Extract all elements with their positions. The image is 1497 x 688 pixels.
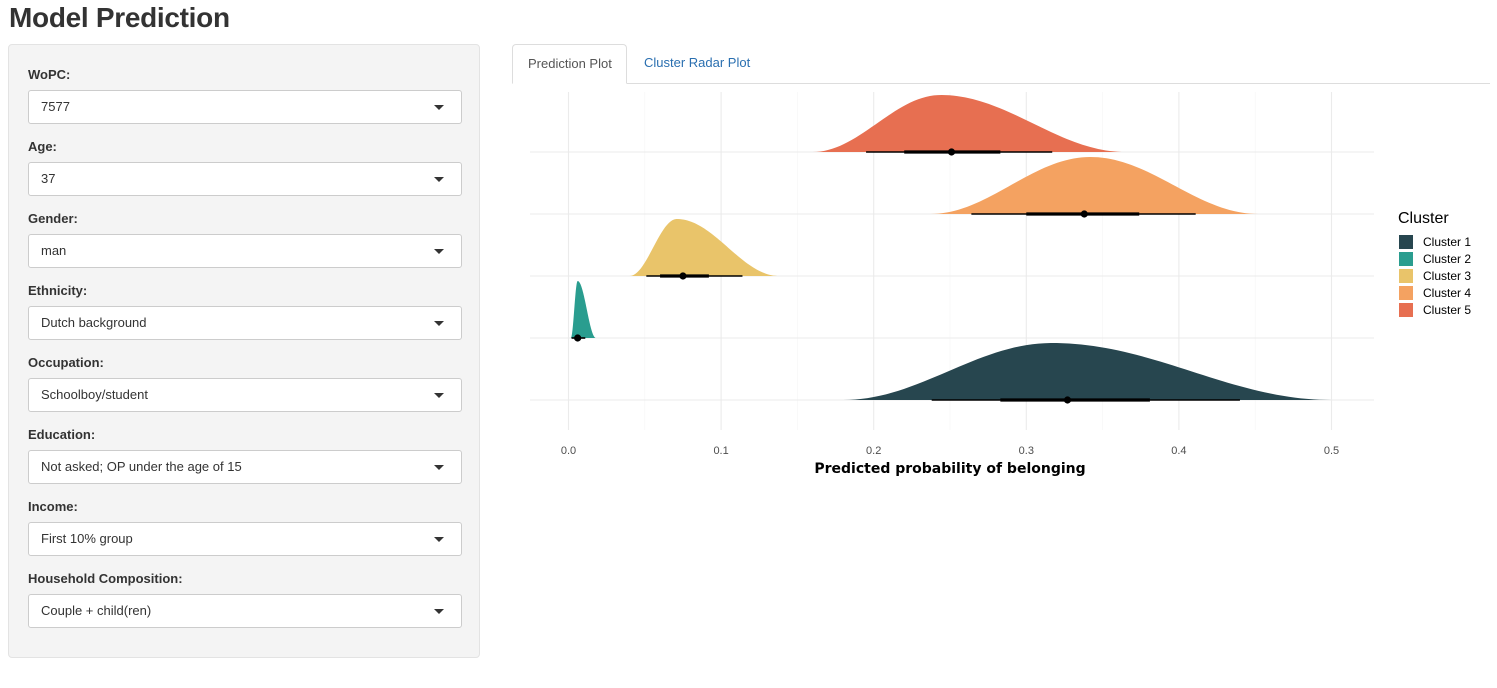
chart-densities [570, 95, 1332, 400]
income-label: Income: [28, 499, 78, 514]
education-select-value: Not asked; OP under the age of 15 [41, 459, 242, 474]
point-cluster-1 [1063, 396, 1072, 404]
gender-field: Gender: man [28, 210, 462, 268]
caret-down-icon [434, 393, 444, 398]
point-cluster-4 [1080, 210, 1088, 218]
wopc-field: WoPC: 7577 [28, 66, 462, 124]
occupation-select-value: Schoolboy/student [41, 387, 148, 402]
wopc-label: WoPC: [28, 67, 71, 82]
x-tick-label: 0.2 [866, 445, 881, 457]
wopc-select-value: 7577 [41, 99, 70, 114]
education-field: Education: Not asked; OP under the age o… [28, 426, 462, 484]
gender-label: Gender: [28, 211, 78, 226]
x-axis-ticks: 0.0 0.1 0.2 0.3 0.4 0.5 [561, 445, 1339, 457]
gender-select-value: man [41, 243, 67, 258]
legend-key-cluster-5 [1399, 303, 1413, 317]
wopc-select[interactable]: 7577 [28, 90, 462, 124]
input-sidebar: WoPC: 7577 Age: 37 Gender: man Ethnicity… [8, 44, 480, 658]
tab-bar: Prediction Plot Cluster Radar Plot [512, 44, 1490, 84]
age-select[interactable]: 37 [28, 162, 462, 196]
legend-label: Cluster 3 [1423, 269, 1471, 283]
density-cluster-2 [570, 281, 596, 338]
legend-label: Cluster 1 [1423, 235, 1471, 249]
caret-down-icon [434, 105, 444, 110]
income-field: Income: First 10% group [28, 498, 462, 556]
caret-down-icon [434, 537, 444, 542]
point-cluster-2 [574, 334, 582, 342]
occupation-select[interactable]: Schoolboy/student [28, 378, 462, 412]
occupation-label: Occupation: [28, 355, 104, 370]
x-tick-label: 0.5 [1324, 445, 1339, 457]
x-axis-title: Predicted probability of belonging [814, 461, 1085, 477]
occupation-field: Occupation: Schoolboy/student [28, 354, 462, 412]
ethnicity-label: Ethnicity: [28, 283, 88, 298]
legend-label: Cluster 2 [1423, 252, 1471, 266]
caret-down-icon [434, 249, 444, 254]
x-tick-label: 0.4 [1171, 445, 1186, 457]
page-title: Model Prediction [9, 2, 230, 33]
legend-key-cluster-1 [1399, 235, 1413, 249]
point-cluster-5 [947, 148, 956, 156]
x-tick-label: 0.0 [561, 445, 576, 457]
ethnicity-select-value: Dutch background [41, 315, 147, 330]
caret-down-icon [434, 321, 444, 326]
caret-down-icon [434, 465, 444, 470]
education-select[interactable]: Not asked; OP under the age of 15 [28, 450, 462, 484]
chart-intervals [571, 148, 1240, 404]
gender-select[interactable]: man [28, 234, 462, 268]
caret-down-icon [434, 609, 444, 614]
legend-key-cluster-3 [1399, 269, 1413, 283]
age-select-value: 37 [41, 171, 56, 186]
x-tick-label: 0.1 [713, 445, 728, 457]
education-label: Education: [28, 427, 96, 442]
tab-prediction-plot[interactable]: Prediction Plot [512, 44, 627, 84]
prediction-ridgeline-chart: 0.0 0.1 0.2 0.3 0.4 0.5 Predicted probability… [530, 92, 1471, 477]
density-cluster-5 [812, 95, 1126, 152]
legend-label: Cluster 4 [1423, 286, 1471, 300]
point-cluster-3 [679, 272, 687, 280]
density-cluster-3 [629, 219, 780, 276]
household-label: Household Composition: [28, 571, 183, 586]
income-select-value: First 10% group [41, 531, 133, 546]
ethnicity-select[interactable]: Dutch background [28, 306, 462, 340]
x-tick-label: 0.3 [1019, 445, 1034, 457]
ethnicity-field: Ethnicity: Dutch background [28, 282, 462, 340]
income-select[interactable]: First 10% group [28, 522, 462, 556]
chart-legend: Cluster Cluster 1 Cluster 2 Cluster 3 Clust… [1398, 210, 1471, 317]
legend-title: Cluster [1398, 210, 1449, 227]
age-label: Age: [28, 139, 57, 154]
household-field: Household Composition: Couple + child(re… [28, 570, 462, 628]
age-field: Age: 37 [28, 138, 462, 196]
legend-key-cluster-2 [1399, 252, 1413, 266]
density-cluster-1 [843, 343, 1332, 400]
caret-down-icon [434, 177, 444, 182]
household-select[interactable]: Couple + child(ren) [28, 594, 462, 628]
density-cluster-4 [930, 157, 1259, 214]
tab-cluster-radar-plot[interactable]: Cluster Radar Plot [644, 55, 751, 70]
household-select-value: Couple + child(ren) [41, 603, 152, 618]
legend-label: Cluster 5 [1423, 303, 1471, 317]
legend-key-cluster-4 [1399, 286, 1413, 300]
